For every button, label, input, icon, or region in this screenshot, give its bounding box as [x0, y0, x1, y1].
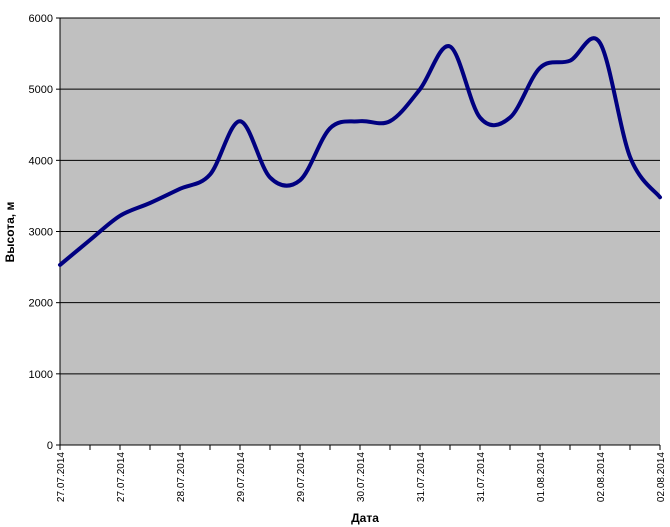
- x-tick-label: 27.07.2014: [116, 452, 127, 502]
- x-tick-label: 02.08.2014: [596, 452, 607, 502]
- y-tick-label: 0: [47, 440, 53, 452]
- x-tick-label: 28.07.2014: [176, 452, 187, 502]
- x-tick-label: 31.07.2014: [476, 452, 487, 502]
- y-tick-label: 1000: [29, 369, 53, 381]
- x-tick-labels: 27.07.2014 27.07.2014 28.07.2014 29.07.2014…: [56, 452, 667, 502]
- x-tick-label: 02.08.2014: [656, 452, 667, 502]
- axes: [56, 17, 661, 450]
- x-axis-title: Дата: [351, 511, 379, 525]
- y-axis-title: Высота, м: [3, 202, 17, 263]
- y-tick-label: 6000: [29, 13, 53, 25]
- y-tick-label: 2000: [29, 298, 53, 310]
- y-tick-label: 3000: [29, 227, 53, 239]
- y-tick-label: 5000: [29, 84, 53, 96]
- x-tick-label: 29.07.2014: [236, 452, 247, 502]
- gridlines: [60, 17, 660, 375]
- x-tick-label: 30.07.2014: [356, 452, 367, 502]
- x-tick-label: 31.07.2014: [416, 452, 427, 502]
- x-tick-label: 29.07.2014: [296, 452, 307, 502]
- altitude-series-line: [58, 36, 662, 267]
- x-tick-label: 27.07.2014: [56, 452, 67, 502]
- x-tick-label: 01.08.2014: [536, 452, 547, 502]
- y-tick-labels: 0 1000 2000 3000 4000 5000 6000: [29, 13, 53, 452]
- y-tick-label: 4000: [29, 155, 53, 167]
